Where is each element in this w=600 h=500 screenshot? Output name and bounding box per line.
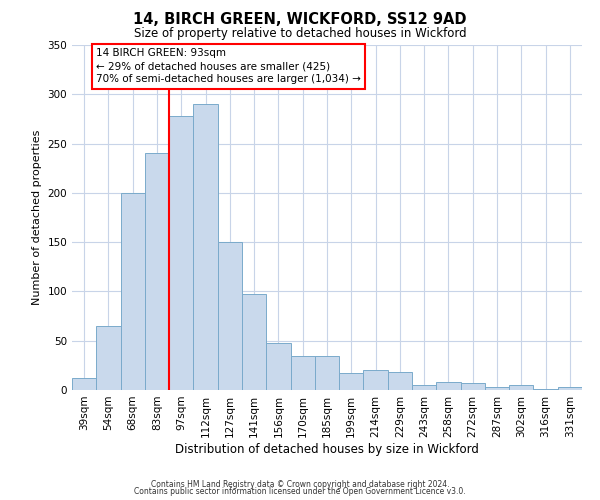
Bar [364,370,388,390]
Bar [169,116,193,390]
Bar [509,385,533,390]
Bar [242,294,266,390]
Bar [266,342,290,390]
Bar [218,242,242,390]
Bar [533,389,558,390]
Bar [412,385,436,390]
X-axis label: Distribution of detached houses by size in Wickford: Distribution of detached houses by size … [175,442,479,456]
Text: Size of property relative to detached houses in Wickford: Size of property relative to detached ho… [134,28,466,40]
Bar [72,378,96,390]
Bar [485,387,509,390]
Bar [145,154,169,390]
Text: Contains public sector information licensed under the Open Government Licence v3: Contains public sector information licen… [134,487,466,496]
Y-axis label: Number of detached properties: Number of detached properties [32,130,42,305]
Bar [121,193,145,390]
Bar [461,383,485,390]
Bar [388,372,412,390]
Text: 14, BIRCH GREEN, WICKFORD, SS12 9AD: 14, BIRCH GREEN, WICKFORD, SS12 9AD [133,12,467,28]
Bar [339,373,364,390]
Bar [290,356,315,390]
Bar [436,382,461,390]
Bar [193,104,218,390]
Bar [96,326,121,390]
Text: Contains HM Land Registry data © Crown copyright and database right 2024.: Contains HM Land Registry data © Crown c… [151,480,449,489]
Text: 14 BIRCH GREEN: 93sqm
← 29% of detached houses are smaller (425)
70% of semi-det: 14 BIRCH GREEN: 93sqm ← 29% of detached … [96,48,361,84]
Bar [315,356,339,390]
Bar [558,387,582,390]
